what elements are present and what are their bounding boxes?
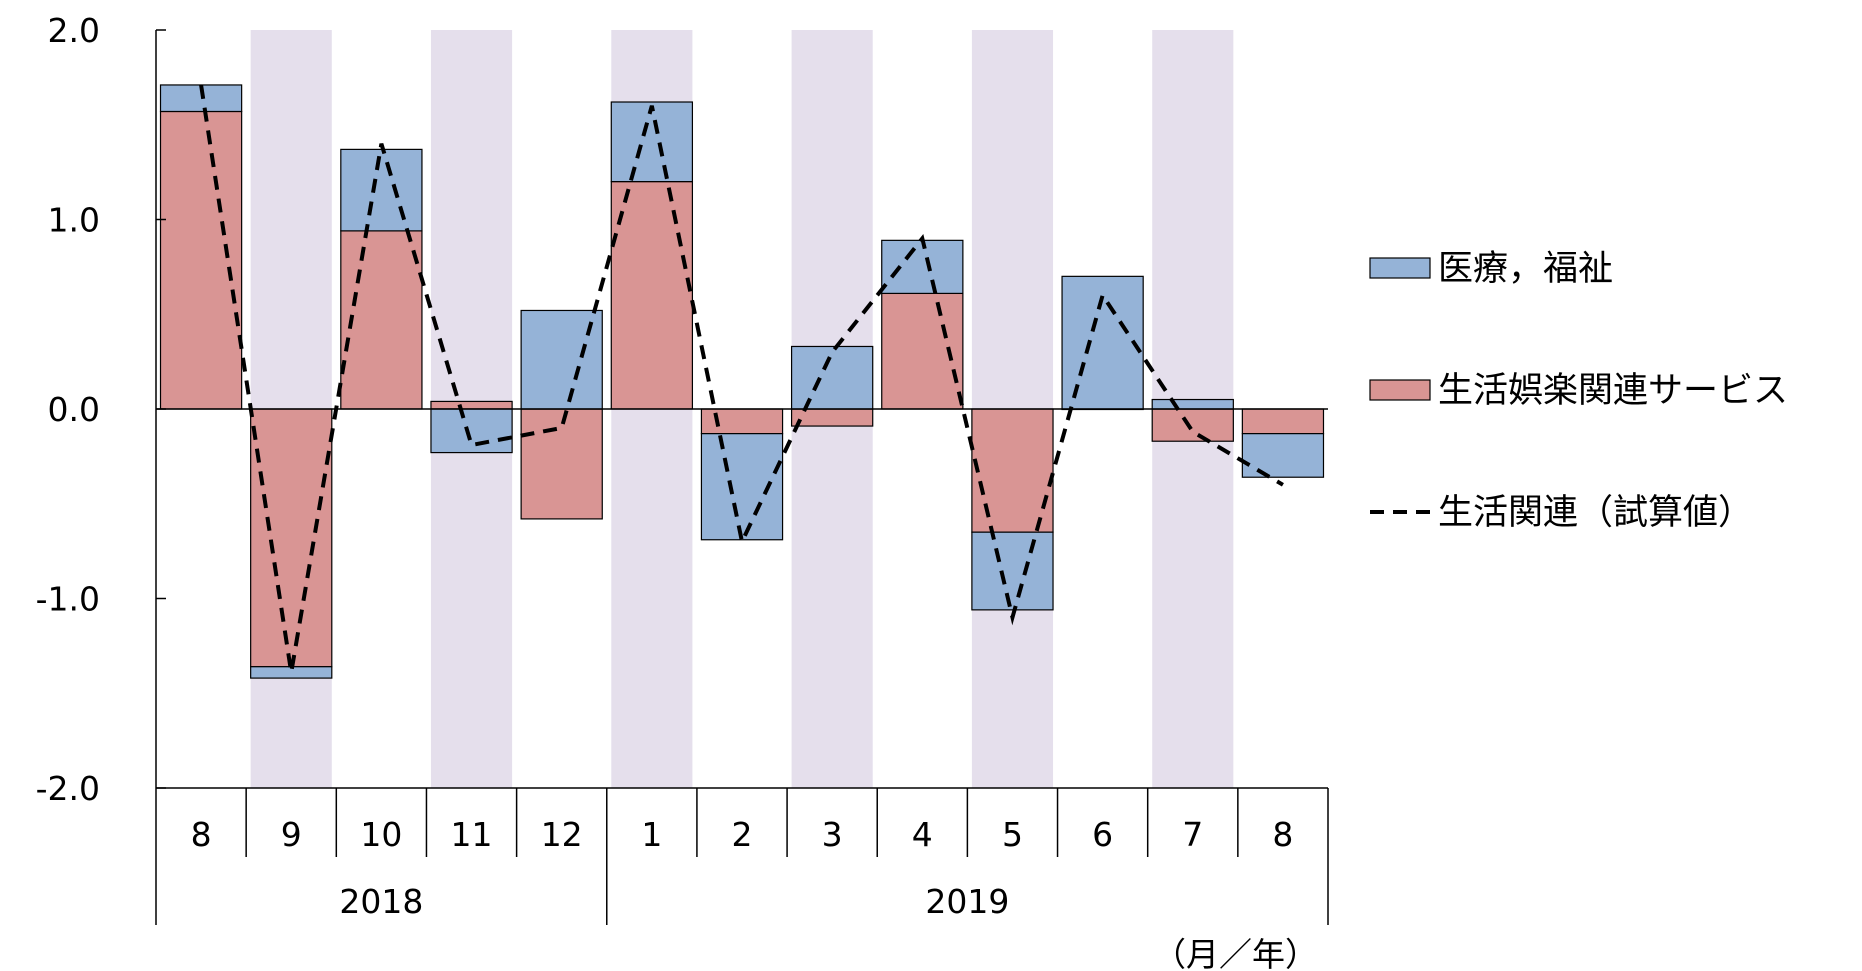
- line-series: [199, 84, 1284, 673]
- x-tick-label-2: 10: [360, 815, 402, 854]
- legend-label-2: 生活関連（試算値）: [1438, 493, 1753, 533]
- bar-series1-5: [610, 101, 694, 183]
- bar-series1-7: [790, 345, 874, 410]
- x-tick-label-3: 11: [451, 815, 493, 854]
- legend-swatch-0: [1369, 257, 1431, 279]
- y-tick-label-2: 0.0: [48, 390, 100, 429]
- x-tick-label-11: 7: [1182, 815, 1203, 854]
- bar-series: [159, 84, 1325, 679]
- line-series-0: [199, 84, 1284, 673]
- bar-series1-6: [700, 433, 784, 541]
- x-tick-label-7: 3: [822, 815, 843, 854]
- bar-series1-3: [430, 408, 513, 454]
- y-tick-label-4: -2.0: [36, 769, 100, 808]
- x-tick-label-9: 5: [1002, 815, 1023, 854]
- x-tick-label-6: 2: [732, 815, 753, 854]
- legend-swatch-1: [1369, 379, 1431, 401]
- year-label-1: 2019: [925, 882, 1009, 921]
- bar-series1-12: [1241, 433, 1325, 478]
- y-tick-label-3: -1.0: [36, 580, 100, 619]
- x-unit-label: （月／年）: [1153, 935, 1318, 971]
- bar-series0-0: [159, 110, 243, 410]
- bar-series0-6: [700, 408, 784, 435]
- x-tick-label-1: 9: [281, 815, 302, 854]
- y-axis: 2.0 1.0 0.0 -1.0 -2.0: [36, 11, 166, 808]
- bar-series0-4: [520, 408, 603, 520]
- bar-series0-1: [250, 408, 333, 668]
- bar-series0-9: [971, 408, 1054, 533]
- legend-label-0: 医療，福祉: [1438, 249, 1613, 289]
- bar-series0-11: [1151, 408, 1234, 442]
- bar-series0-7: [790, 408, 874, 427]
- bar-series0-5: [610, 181, 694, 410]
- y-tick-label-0: 2.0: [48, 11, 100, 50]
- bar-series1-9: [971, 531, 1054, 611]
- bar-series1-8: [881, 239, 964, 295]
- year-label-0: 2018: [339, 882, 423, 921]
- bar-series0-12: [1241, 408, 1325, 435]
- x-tick-label-8: 4: [912, 815, 933, 854]
- x-tick-label-5: 1: [641, 815, 662, 854]
- bar-series1-2: [340, 148, 423, 232]
- y-tick-label-1: 1.0: [48, 201, 100, 240]
- x-tick-label-4: 12: [541, 815, 583, 854]
- x-tick-label-10: 6: [1092, 815, 1113, 854]
- bar-series0-3: [430, 400, 513, 410]
- x-tick-label-0: 8: [191, 815, 212, 854]
- legend-label-1: 生活娯楽関連サービス: [1438, 371, 1788, 411]
- x-tick-label-12: 8: [1272, 815, 1293, 854]
- bar-series1-11: [1151, 398, 1234, 410]
- bar-series0-2: [340, 230, 423, 410]
